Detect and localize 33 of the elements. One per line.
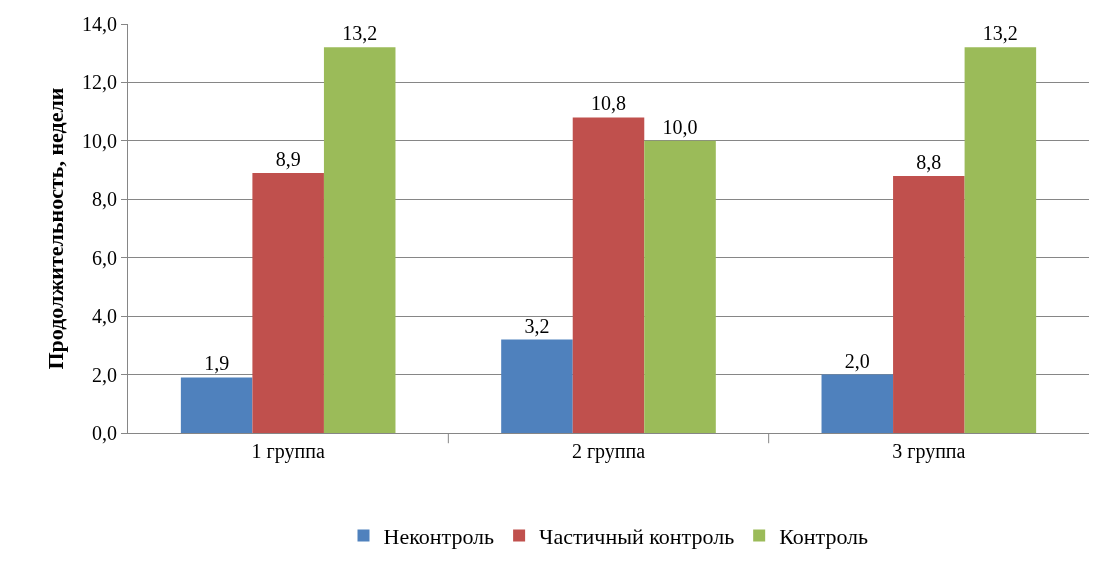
x-tick-label: 1 группа xyxy=(251,440,325,463)
legend-label: Частичный контроль xyxy=(539,524,735,550)
data-label: 8,8 xyxy=(916,150,942,173)
y-tick-label: 6,0 xyxy=(92,246,117,269)
legend-label: Неконтроль xyxy=(383,524,495,550)
data-label: 8,9 xyxy=(275,147,301,170)
bar xyxy=(501,339,573,433)
x-tick-label: 3 группа xyxy=(892,440,966,463)
bar xyxy=(572,117,645,433)
y-tick-label: 0,0 xyxy=(92,422,117,444)
bar xyxy=(893,175,965,433)
data-label: 10,0 xyxy=(662,115,698,138)
data-label: 2,0 xyxy=(844,349,870,372)
bar xyxy=(964,47,1037,433)
data-label: 1,9 xyxy=(204,352,230,375)
y-axis-title: Продолжительность, недели xyxy=(42,87,68,370)
y-tick-label: 10,0 xyxy=(82,129,117,152)
x-tick-label: 2 группа xyxy=(571,440,646,463)
data-label: 13,2 xyxy=(342,22,378,45)
bar xyxy=(180,377,253,433)
bar xyxy=(252,172,324,433)
bar xyxy=(821,374,894,433)
y-tick-label: 4,0 xyxy=(92,305,117,328)
data-label: 10,8 xyxy=(591,92,626,115)
y-tick-label: 2,0 xyxy=(92,363,117,386)
data-label: 3,2 xyxy=(524,314,550,337)
data-label: 13,2 xyxy=(982,22,1018,45)
legend-label: Контроль xyxy=(779,524,869,550)
bar xyxy=(644,140,716,433)
bar xyxy=(323,47,396,433)
y-tick-label: 12,0 xyxy=(82,71,117,94)
y-tick-label: 14,0 xyxy=(82,13,117,35)
y-tick-label: 8,0 xyxy=(92,188,117,211)
